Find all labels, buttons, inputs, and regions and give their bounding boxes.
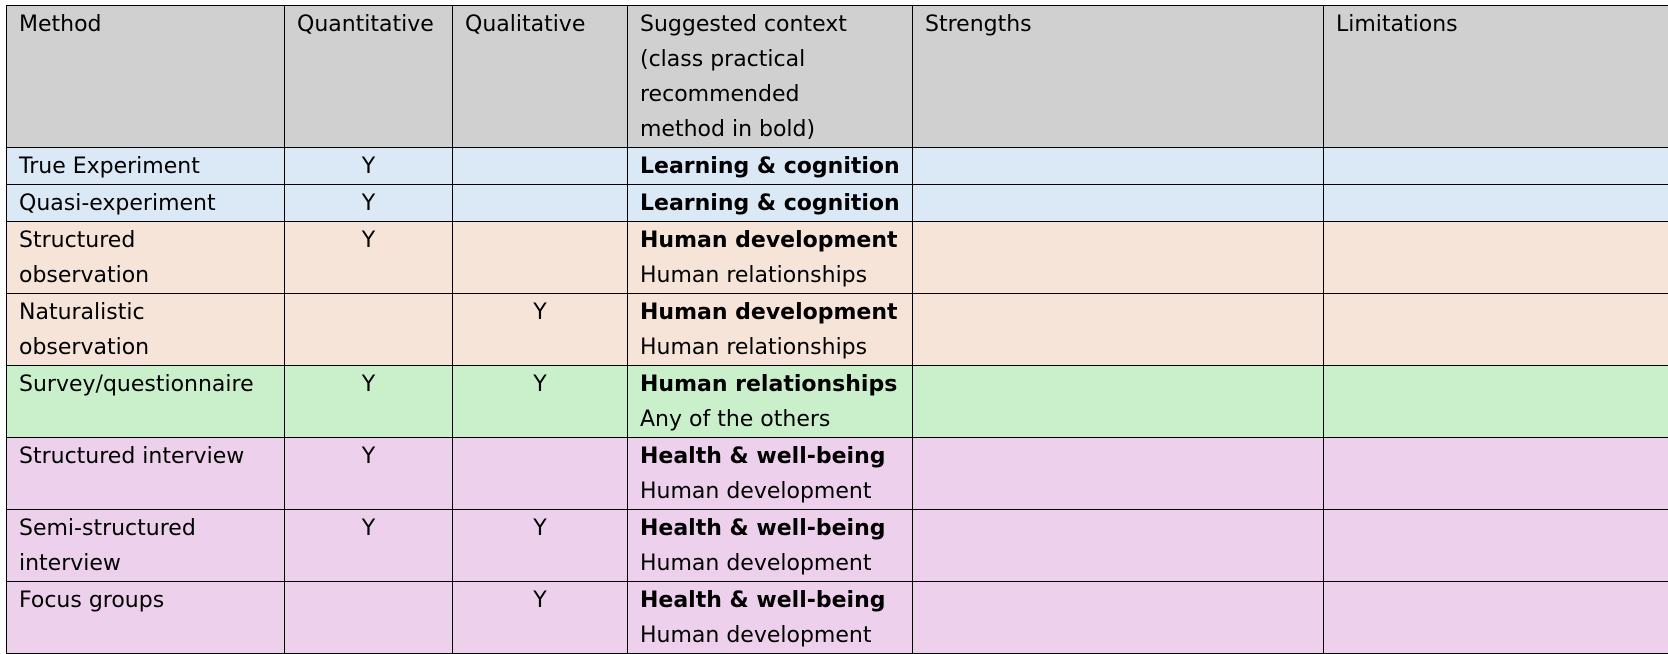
cell-strengths[interactable] <box>913 438 1324 510</box>
cell-method: Structured interview <box>7 438 285 510</box>
cell-limitations[interactable] <box>1324 582 1668 654</box>
cell-limitations[interactable] <box>1324 185 1668 222</box>
cell-quantitative <box>285 582 453 654</box>
method-line: observation <box>19 330 272 365</box>
method-line: interview <box>19 546 272 581</box>
header-suggested-context: Suggested context (class practical recom… <box>628 6 913 148</box>
header-quantitative: Quantitative <box>285 6 453 148</box>
cell-method: True Experiment <box>7 148 285 185</box>
cell-quantitative: Y <box>285 222 453 294</box>
cell-method: Focus groups <box>7 582 285 654</box>
context-other: Human development <box>640 618 900 653</box>
context-recommended: Learning & cognition <box>640 186 900 221</box>
cell-suggested-context: Learning & cognition <box>628 148 913 185</box>
context-recommended: Health & well-being <box>640 439 900 474</box>
context-recommended: Health & well-being <box>640 511 900 546</box>
context-other: Human development <box>640 474 900 509</box>
header-limitations: Limitations <box>1324 6 1668 148</box>
cell-qualitative: Y <box>453 582 628 654</box>
cell-qualitative: Y <box>453 510 628 582</box>
cell-strengths[interactable] <box>913 294 1324 366</box>
cell-strengths[interactable] <box>913 148 1324 185</box>
research-methods-table: Method Quantitative Qualitative Suggeste… <box>6 5 1668 654</box>
cell-qualitative <box>453 222 628 294</box>
cell-limitations[interactable] <box>1324 510 1668 582</box>
method-line: Structured <box>19 223 272 258</box>
document-page: Method Quantitative Qualitative Suggeste… <box>6 5 1668 654</box>
cell-method: Survey/questionnaire <box>7 366 285 438</box>
cell-quantitative: Y <box>285 510 453 582</box>
header-context-line: recommended <box>640 77 900 112</box>
method-line: observation <box>19 258 272 293</box>
header-method: Method <box>7 6 285 148</box>
cell-qualitative <box>453 185 628 222</box>
context-other: Human development <box>640 546 900 581</box>
method-line: True Experiment <box>19 149 272 184</box>
context-recommended: Learning & cognition <box>640 149 900 184</box>
cell-strengths[interactable] <box>913 366 1324 438</box>
cell-suggested-context: Learning & cognition <box>628 185 913 222</box>
header-context-line: Suggested context <box>640 7 900 42</box>
context-recommended: Human development <box>640 295 900 330</box>
context-other: Human relationships <box>640 258 900 293</box>
cell-quantitative: Y <box>285 438 453 510</box>
cell-limitations[interactable] <box>1324 148 1668 185</box>
cell-qualitative <box>453 438 628 510</box>
cell-limitations[interactable] <box>1324 222 1668 294</box>
cell-quantitative <box>285 294 453 366</box>
cell-strengths[interactable] <box>913 185 1324 222</box>
header-qualitative: Qualitative <box>453 6 628 148</box>
method-line: Naturalistic <box>19 295 272 330</box>
cell-quantitative: Y <box>285 185 453 222</box>
context-recommended: Human development <box>640 223 900 258</box>
cell-strengths[interactable] <box>913 510 1324 582</box>
cell-quantitative: Y <box>285 366 453 438</box>
header-context-line: method in bold) <box>640 112 900 147</box>
cell-qualitative <box>453 148 628 185</box>
cell-strengths[interactable] <box>913 582 1324 654</box>
method-line: Survey/questionnaire <box>19 367 272 402</box>
table-row: True Experiment Y Learning & cognition <box>7 148 1668 185</box>
table-row: Quasi-experiment Y Learning & cognition <box>7 185 1668 222</box>
method-line: Semi-structured <box>19 511 272 546</box>
method-line: Focus groups <box>19 583 272 618</box>
method-line: Structured interview <box>19 439 272 474</box>
cell-strengths[interactable] <box>913 222 1324 294</box>
header-context-line: (class practical <box>640 42 900 77</box>
cell-method: Quasi-experiment <box>7 185 285 222</box>
cell-qualitative: Y <box>453 366 628 438</box>
table-header-row: Method Quantitative Qualitative Suggeste… <box>7 6 1668 148</box>
table-row: Structured interview Y Health & well-being… <box>7 438 1668 510</box>
cell-limitations[interactable] <box>1324 366 1668 438</box>
cell-quantitative: Y <box>285 148 453 185</box>
context-other: Human relationships <box>640 330 900 365</box>
cell-limitations[interactable] <box>1324 438 1668 510</box>
context-other: Any of the others <box>640 402 900 437</box>
cell-limitations[interactable] <box>1324 294 1668 366</box>
context-recommended: Health & well-being <box>640 583 900 618</box>
method-line: Quasi-experiment <box>19 186 272 221</box>
cell-qualitative: Y <box>453 294 628 366</box>
header-strengths: Strengths <box>913 6 1324 148</box>
context-recommended: Human relationships <box>640 367 900 402</box>
